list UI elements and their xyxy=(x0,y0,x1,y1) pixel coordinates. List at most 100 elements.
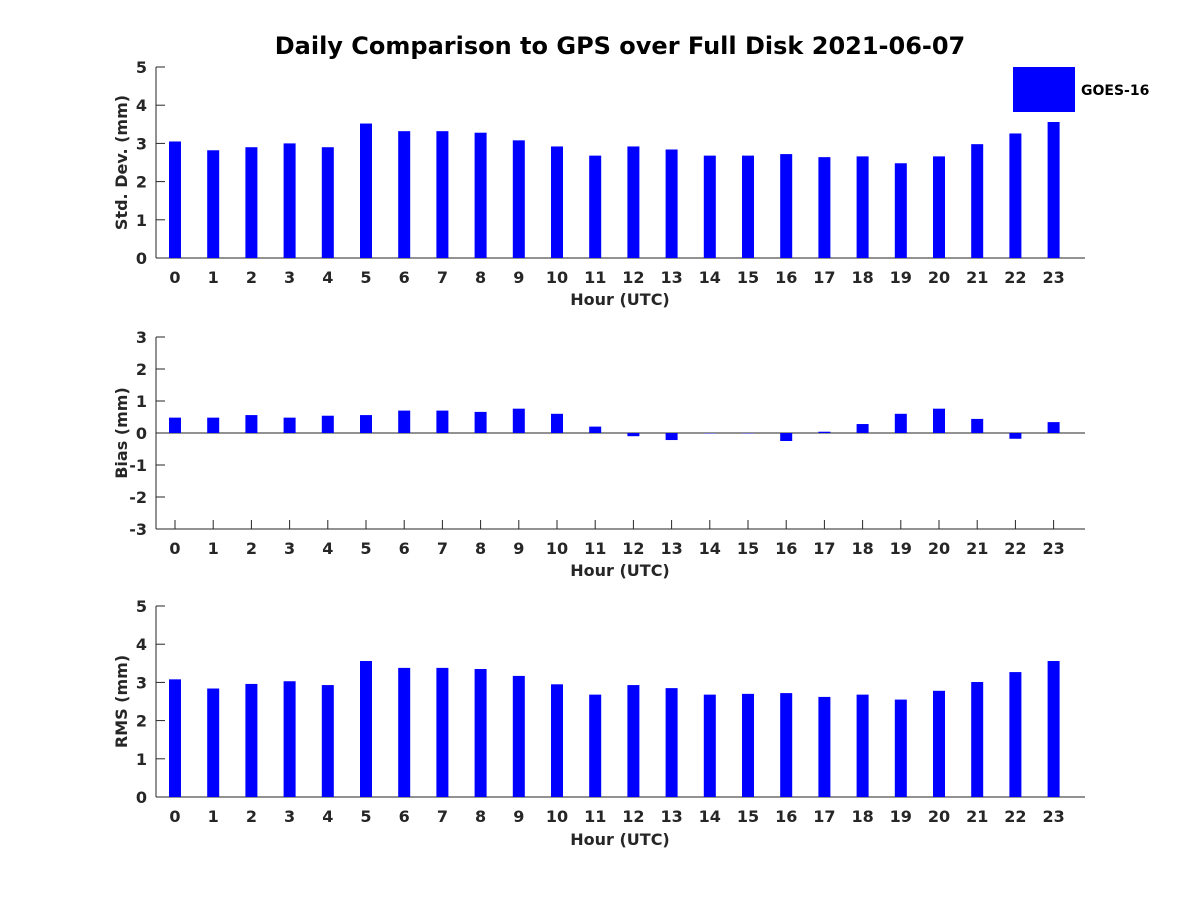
x-tick-label: 8 xyxy=(475,807,486,826)
bar xyxy=(360,415,372,433)
x-tick-label: 13 xyxy=(660,268,682,287)
y-axis-label: RMS (mm) xyxy=(112,655,131,748)
bar xyxy=(665,149,678,258)
x-tick-label: 18 xyxy=(851,268,873,287)
bar xyxy=(207,417,220,433)
x-tick-label: 12 xyxy=(622,807,644,826)
y-tick-label: 5 xyxy=(136,58,147,77)
x-tick-label: 16 xyxy=(775,539,797,558)
y-tick-label: 1 xyxy=(136,750,147,769)
bar xyxy=(283,417,296,433)
bar xyxy=(780,693,793,797)
x-tick-label: 22 xyxy=(1004,539,1026,558)
x-tick-label: 21 xyxy=(966,539,988,558)
bar xyxy=(589,694,602,797)
x-tick-label: 4 xyxy=(322,539,333,558)
x-tick-label: 4 xyxy=(322,807,333,826)
bar xyxy=(283,681,296,797)
x-tick-label: 1 xyxy=(208,268,219,287)
x-tick-label: 2 xyxy=(246,539,257,558)
x-tick-label: 23 xyxy=(1042,268,1064,287)
chart-title: Daily Comparison to GPS over Full Disk 2… xyxy=(275,32,966,60)
x-tick-label: 0 xyxy=(169,268,180,287)
bar xyxy=(207,150,220,258)
bar xyxy=(742,155,754,258)
x-tick-label: 6 xyxy=(399,807,410,826)
y-axis-label: Std. Dev. (mm) xyxy=(112,95,131,230)
x-tick-label: 13 xyxy=(660,807,682,826)
bar xyxy=(360,123,372,258)
y-tick-label: -2 xyxy=(129,488,147,507)
legend-swatch xyxy=(1013,67,1075,112)
bar xyxy=(321,685,334,797)
bar xyxy=(703,694,716,797)
x-tick-label: 1 xyxy=(208,539,219,558)
bar xyxy=(1009,672,1022,797)
x-tick-label: 14 xyxy=(699,268,721,287)
x-tick-label: 14 xyxy=(699,539,721,558)
x-tick-label: 17 xyxy=(813,807,835,826)
y-tick-label: -1 xyxy=(129,456,147,475)
y-tick-label: 1 xyxy=(136,392,147,411)
x-tick-label: 5 xyxy=(360,807,371,826)
x-tick-label: 5 xyxy=(360,268,371,287)
x-tick-label: 4 xyxy=(322,268,333,287)
x-tick-label: 8 xyxy=(475,539,486,558)
bar xyxy=(1009,133,1022,258)
x-tick-label: 20 xyxy=(928,807,950,826)
y-axis-label: Bias (mm) xyxy=(112,387,131,479)
bar xyxy=(169,417,181,433)
bar xyxy=(818,431,831,433)
x-tick-label: 3 xyxy=(284,807,295,826)
x-tick-label: 15 xyxy=(737,539,759,558)
bar xyxy=(321,147,334,258)
bar xyxy=(780,154,793,258)
y-tick-label: 2 xyxy=(136,360,147,379)
x-tick-label: 8 xyxy=(475,268,486,287)
bar xyxy=(1047,422,1060,433)
bar xyxy=(512,675,525,797)
x-tick-label: 3 xyxy=(284,539,295,558)
x-tick-label: 12 xyxy=(622,268,644,287)
bar xyxy=(474,132,487,258)
y-tick-label: -3 xyxy=(129,520,147,539)
bar xyxy=(512,140,525,258)
x-tick-label: 9 xyxy=(513,807,524,826)
y-tick-label: 1 xyxy=(136,211,147,230)
bar xyxy=(551,413,563,433)
x-tick-label: 19 xyxy=(890,807,912,826)
x-tick-label: 15 xyxy=(737,807,759,826)
x-tick-label: 18 xyxy=(851,539,873,558)
bar xyxy=(627,685,640,797)
bar xyxy=(589,426,602,433)
x-tick-label: 16 xyxy=(775,807,797,826)
bar xyxy=(818,157,831,258)
bar xyxy=(856,156,869,258)
y-tick-label: 4 xyxy=(136,635,147,654)
x-tick-label: 11 xyxy=(584,807,606,826)
bar xyxy=(436,667,449,797)
y-tick-label: 2 xyxy=(136,712,147,731)
x-tick-label: 2 xyxy=(246,807,257,826)
bar xyxy=(551,146,563,258)
bar xyxy=(894,163,907,258)
bar xyxy=(169,679,181,797)
bar xyxy=(665,688,678,797)
bar xyxy=(894,413,907,433)
bar xyxy=(627,146,640,258)
x-tick-label: 22 xyxy=(1004,807,1026,826)
x-tick-label: 23 xyxy=(1042,807,1064,826)
bar xyxy=(398,410,411,433)
x-axis-label: Hour (UTC) xyxy=(570,290,670,309)
bar xyxy=(665,433,678,441)
bar xyxy=(474,411,487,433)
x-tick-label: 13 xyxy=(660,539,682,558)
x-tick-label: 15 xyxy=(737,268,759,287)
bar xyxy=(398,131,411,258)
x-tick-label: 12 xyxy=(622,539,644,558)
bar xyxy=(245,683,258,797)
x-tick-label: 1 xyxy=(208,807,219,826)
bar xyxy=(856,424,869,433)
